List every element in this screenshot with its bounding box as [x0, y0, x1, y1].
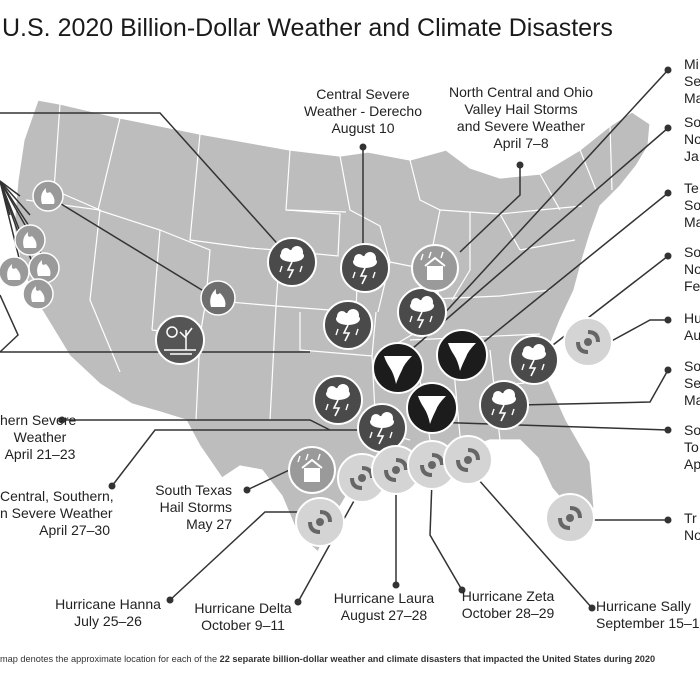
label-right-5: Hu Au [684, 310, 700, 343]
hurricane-icon [295, 497, 345, 547]
hurricane-icon [545, 493, 595, 543]
label-derecho: Central Severe Weather - Derecho August 10 [303, 86, 422, 136]
label-right-1: Mi Se Ma [684, 56, 700, 106]
wildfire-icon [22, 278, 54, 310]
label-right-2: So No Ja [684, 114, 700, 164]
label-hurricane-zeta: Hurricane Zeta October 28–29 [461, 588, 555, 621]
drought-icon [155, 315, 205, 365]
wildfire-icons [0, 180, 236, 316]
footnote: map denotes the approximate location for… [0, 654, 656, 664]
label-right-7: So To Ap [684, 422, 700, 472]
severe-storm-icon [357, 403, 407, 453]
label-right-6: So Se Ma [684, 358, 700, 408]
wildfire-icon [32, 180, 64, 212]
label-hurricane-sally: Hurricane Sally September 15–1 [596, 598, 700, 631]
hail-storm-icons [288, 244, 459, 494]
hurricane-icon [443, 435, 493, 485]
tornado-icon [406, 382, 458, 434]
label-south-texas: South Texas Hail Storms May 27 [155, 482, 232, 532]
label-right-4: So No Fe [684, 244, 700, 294]
hail-storm-icon [411, 244, 459, 292]
tornado-icon [436, 329, 488, 381]
map-title: U.S. 2020 Billion-Dollar Weather and Cli… [2, 14, 613, 42]
severe-storm-icon [313, 375, 363, 425]
label-central-southern: Central, Southern, n Severe Weather April … [0, 488, 114, 538]
severe-storm-icon [509, 335, 559, 385]
label-hurricane-hanna: Hurricane Hanna July 25–26 [55, 596, 161, 629]
wildfire-icon [0, 256, 30, 288]
severe-storm-icon [340, 243, 390, 293]
severe-storm-icons [267, 237, 559, 453]
severe-storm-icon [479, 380, 529, 430]
tornado-icons [372, 329, 488, 434]
label-right-8: Tr No [684, 510, 700, 543]
severe-storm-icon [323, 300, 373, 350]
label-ohio-hail: North Central and Ohio Valley Hail Storms… [449, 84, 593, 151]
tornado-icon [372, 342, 424, 394]
label-hurricane-delta: Hurricane Delta October 9–11 [194, 600, 292, 633]
severe-storm-icon [267, 237, 317, 287]
wildfire-icon [28, 252, 60, 284]
label-right-3: Te So Ma [684, 180, 700, 230]
wildfire-icon [14, 224, 46, 256]
leader-dots [58, 66, 672, 612]
wildfire-icon [200, 280, 236, 316]
label-southern-severe: hern Severe Weather April 21–23 [0, 412, 77, 462]
hurricane-icon [563, 317, 613, 367]
severe-storm-icon [397, 287, 447, 337]
label-hurricane-laura: Hurricane Laura August 27–28 [333, 590, 435, 623]
hail-storm-icon [288, 446, 336, 494]
hurricane-icons [295, 317, 613, 547]
